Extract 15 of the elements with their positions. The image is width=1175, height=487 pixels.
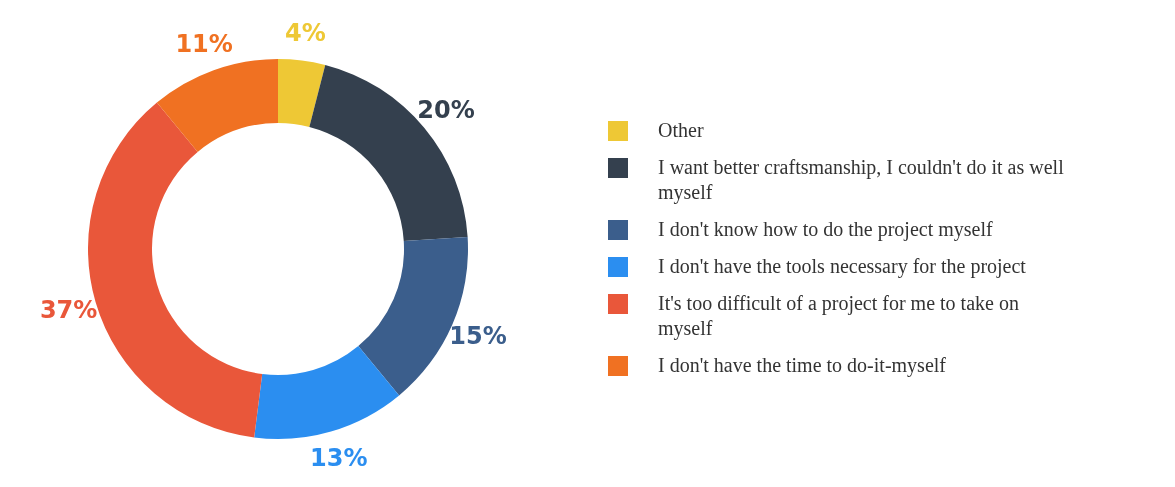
legend-label: Other xyxy=(658,118,704,143)
donut-slice xyxy=(254,346,400,439)
donut-slice xyxy=(278,59,326,127)
donut-slice xyxy=(156,59,278,152)
data-label: 15% xyxy=(449,321,507,350)
legend-label: I want better craftsmanship, I couldn't do it as well myself xyxy=(658,155,1065,205)
legend-label: I don't have the time to do-it-myself xyxy=(658,353,946,378)
data-label: 4% xyxy=(284,18,326,47)
data-label: 13% xyxy=(310,444,368,473)
legend-label: It's too difficult of a project for me to take on myself xyxy=(658,291,1020,341)
legend-label: I don't know how to do the project myself xyxy=(658,217,993,242)
data-label: 11% xyxy=(175,29,233,58)
legend-label: I don't have the tools necessary for the project xyxy=(658,254,1026,279)
data-label: 37% xyxy=(39,295,98,324)
data-label: 20% xyxy=(417,96,475,125)
